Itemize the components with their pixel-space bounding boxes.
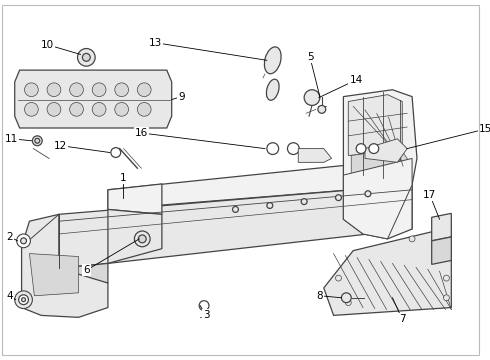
Polygon shape <box>432 237 451 264</box>
Circle shape <box>336 275 342 281</box>
Text: 17: 17 <box>423 190 437 200</box>
Polygon shape <box>59 264 108 283</box>
Circle shape <box>443 295 449 301</box>
Text: 8: 8 <box>317 291 323 301</box>
Text: 15: 15 <box>479 124 490 134</box>
Circle shape <box>443 275 449 281</box>
Circle shape <box>17 234 30 248</box>
Circle shape <box>233 207 239 212</box>
Text: 7: 7 <box>399 314 406 324</box>
Text: 3: 3 <box>203 310 209 320</box>
Polygon shape <box>29 253 78 296</box>
Circle shape <box>82 53 90 61</box>
Ellipse shape <box>267 79 279 100</box>
Circle shape <box>92 103 106 116</box>
Polygon shape <box>59 185 412 268</box>
Circle shape <box>267 143 279 154</box>
Circle shape <box>342 293 351 303</box>
Circle shape <box>47 83 61 96</box>
Circle shape <box>35 138 40 143</box>
Circle shape <box>304 90 320 105</box>
Text: 5: 5 <box>307 52 313 62</box>
Circle shape <box>267 203 273 208</box>
Polygon shape <box>108 184 162 214</box>
Circle shape <box>19 295 28 305</box>
Text: 6: 6 <box>83 265 90 275</box>
Circle shape <box>24 103 38 116</box>
Text: 12: 12 <box>54 141 68 151</box>
Circle shape <box>21 238 26 244</box>
Text: 13: 13 <box>148 38 162 48</box>
Circle shape <box>288 143 299 154</box>
Circle shape <box>70 83 83 96</box>
Polygon shape <box>365 139 407 162</box>
Polygon shape <box>324 227 451 315</box>
Circle shape <box>199 301 209 310</box>
Text: 14: 14 <box>349 75 363 85</box>
Polygon shape <box>298 149 332 162</box>
Circle shape <box>369 144 379 153</box>
Circle shape <box>365 191 371 197</box>
Ellipse shape <box>265 47 281 74</box>
Circle shape <box>336 195 342 201</box>
Text: 2: 2 <box>6 232 13 242</box>
Polygon shape <box>348 95 402 156</box>
Text: 11: 11 <box>5 134 19 144</box>
Circle shape <box>24 83 38 96</box>
Polygon shape <box>15 70 171 128</box>
Circle shape <box>115 83 128 96</box>
Circle shape <box>137 83 151 96</box>
Circle shape <box>15 291 32 309</box>
Polygon shape <box>108 158 412 210</box>
Text: 10: 10 <box>41 40 54 50</box>
Circle shape <box>409 236 415 242</box>
Circle shape <box>92 83 106 96</box>
Circle shape <box>138 235 146 243</box>
Circle shape <box>318 105 326 113</box>
Circle shape <box>345 300 351 306</box>
Text: 4: 4 <box>6 291 13 301</box>
Polygon shape <box>108 210 162 264</box>
Circle shape <box>301 199 307 204</box>
Circle shape <box>356 144 366 153</box>
Circle shape <box>137 103 151 116</box>
Polygon shape <box>432 213 451 241</box>
Polygon shape <box>343 158 412 239</box>
Circle shape <box>434 244 440 249</box>
Circle shape <box>32 136 42 146</box>
Polygon shape <box>343 90 417 239</box>
Text: 16: 16 <box>135 128 148 138</box>
Circle shape <box>70 103 83 116</box>
Text: 9: 9 <box>178 91 185 102</box>
Circle shape <box>22 298 25 302</box>
Circle shape <box>115 103 128 116</box>
Circle shape <box>111 148 121 157</box>
Polygon shape <box>22 214 108 318</box>
Circle shape <box>47 103 61 116</box>
Circle shape <box>77 49 95 66</box>
Polygon shape <box>351 149 407 182</box>
Text: 1: 1 <box>120 173 126 183</box>
Circle shape <box>134 231 150 247</box>
